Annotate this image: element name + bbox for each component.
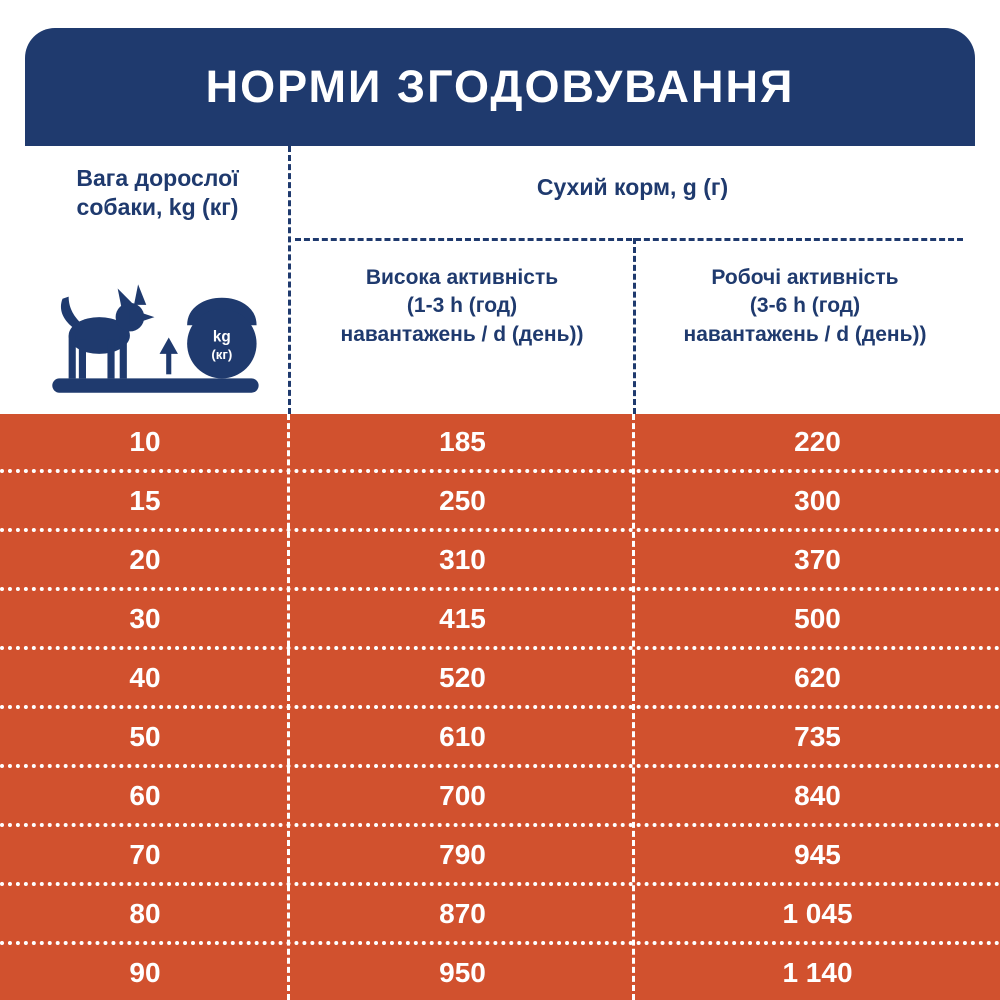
- weight-icon-group: kg (кг): [40, 264, 275, 407]
- working-activity-value: 840: [794, 779, 841, 811]
- table-row: 70 790 945: [0, 823, 1000, 882]
- working-activity-value: 370: [794, 543, 841, 575]
- kettlebell-icon: kg (кг): [187, 297, 257, 379]
- table-row: 40 520 620: [0, 646, 1000, 705]
- weight-column-label: Вага дорослої собаки, kg (кг): [76, 165, 239, 220]
- high-activity-value: 700: [439, 779, 486, 811]
- high-activity-value: 610: [439, 720, 486, 752]
- dry-food-column-label: Сухий корм, g (г): [536, 174, 729, 200]
- page-title: НОРМИ ЗГОДОВУВАННЯ: [205, 61, 795, 112]
- high-activity-column-label: Висока активність (1-3 h (год) навантаже…: [340, 266, 584, 346]
- working-activity-value: 620: [794, 661, 841, 693]
- kettlebell-kg-cyrillic-label: (кг): [211, 347, 232, 362]
- working-activity-value: 945: [794, 838, 841, 870]
- header-vertical-divider-2: [633, 238, 636, 414]
- weight-value: 70: [129, 838, 161, 870]
- title-bar: НОРМИ ЗГОДОВУВАННЯ: [25, 28, 975, 146]
- working-activity-value: 1 140: [782, 956, 853, 988]
- weight-value: 80: [129, 897, 161, 929]
- data-table: 10 185 220 15 250 300 20 310 370 30 415 …: [0, 414, 1000, 1000]
- working-activity-value: 220: [794, 425, 841, 457]
- table-row: 60 700 840: [0, 764, 1000, 823]
- table-row: 15 250 300: [0, 469, 1000, 528]
- dog-silhouette-icon: [60, 284, 155, 379]
- weight-value: 60: [129, 779, 161, 811]
- high-activity-value: 950: [439, 956, 486, 988]
- working-activity-value: 500: [794, 602, 841, 634]
- weight-value: 30: [129, 602, 161, 634]
- table-row: 10 185 220: [0, 414, 1000, 469]
- table-row: 90 950 1 140: [0, 941, 1000, 1000]
- high-activity-value: 185: [439, 425, 486, 457]
- dog-and-kettlebell-icon: kg (кг): [52, 284, 259, 393]
- high-activity-value: 415: [439, 602, 486, 634]
- high-activity-value: 790: [439, 838, 486, 870]
- header-horizontal-divider: [295, 238, 963, 241]
- weight-value: 10: [129, 425, 161, 457]
- weight-value: 20: [129, 543, 161, 575]
- weight-value: 90: [129, 956, 161, 988]
- scale-bar: [52, 378, 259, 393]
- table-row: 80 870 1 045: [0, 882, 1000, 941]
- table-row: 50 610 735: [0, 705, 1000, 764]
- working-activity-value: 1 045: [782, 897, 853, 929]
- high-activity-value: 520: [439, 661, 486, 693]
- kettlebell-kg-label: kg: [213, 329, 231, 346]
- table-row: 30 415 500: [0, 587, 1000, 646]
- up-arrow-icon: [159, 337, 178, 375]
- weight-value: 15: [129, 484, 161, 516]
- high-activity-value: 310: [439, 543, 486, 575]
- table-vertical-divider-1: [287, 414, 290, 1000]
- high-activity-value: 250: [439, 484, 486, 516]
- weight-value: 40: [129, 661, 161, 693]
- working-activity-value: 300: [794, 484, 841, 516]
- high-activity-value: 870: [439, 897, 486, 929]
- working-activity-value: 735: [794, 720, 841, 752]
- working-activity-column-label: Робочі активність (3-6 h (год) навантаже…: [683, 266, 927, 346]
- table-row: 20 310 370: [0, 528, 1000, 587]
- header-vertical-divider-1: [288, 146, 291, 414]
- weight-value: 50: [129, 720, 161, 752]
- table-header: Вага дорослої собаки, kg (кг): [25, 146, 975, 414]
- table-vertical-divider-2: [632, 414, 635, 1000]
